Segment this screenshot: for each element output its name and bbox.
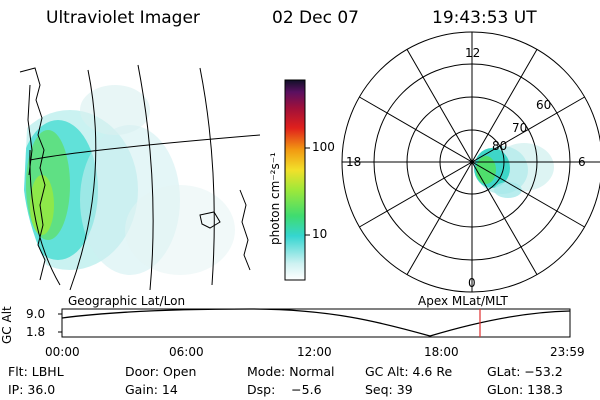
ip-field: IP: 36.0 [8, 382, 56, 397]
time-tick-0000: 00:00 [45, 345, 80, 359]
alt-tick-low: 1.8 [26, 325, 46, 339]
apex-panel-label: Apex MLat/MLT [418, 294, 508, 308]
gain-field: Gain: 14 [125, 382, 178, 397]
lat-label-60: 60 [536, 98, 552, 112]
lat-label-80: 80 [492, 139, 508, 153]
mlt-label-18: 18 [346, 155, 362, 169]
time-tick-1200: 12:00 [297, 345, 332, 359]
mode-field: Mode: Normal [247, 364, 335, 379]
glon-field: GLon: 138.3 [487, 382, 563, 397]
mlt-label-6: 6 [578, 155, 586, 169]
gc-alt-field: GC Alt: 4.6 Re [365, 364, 453, 379]
alt-tick-high: 9.0 [26, 307, 46, 321]
instrument-title: Ultraviolet Imager [46, 8, 200, 28]
geographic-panel-label: Geographic Lat/Lon [68, 294, 186, 308]
time-tick-0600: 06:00 [169, 345, 204, 359]
colorbar-tick-100: 100 [312, 140, 335, 154]
mlt-label-0: 0 [468, 276, 476, 290]
colorbar-tick-10: 10 [312, 227, 328, 241]
glat-field: GLat: −53.2 [487, 364, 563, 379]
time-label: 19:43:53 UT [432, 8, 537, 28]
gc-alt-axis-label: GC Alt [0, 306, 14, 344]
time-tick-2359: 23:59 [550, 345, 585, 359]
door-field: Door: Open [125, 364, 197, 379]
date-label: 02 Dec 07 [272, 8, 359, 28]
flt-field: Flt: LBHL [8, 364, 64, 379]
seq-field: Seq: 39 [365, 382, 413, 397]
time-tick-1800: 18:00 [424, 345, 459, 359]
lat-label-70: 70 [512, 121, 528, 135]
dsp-field: Dsp: −5.6 [247, 382, 322, 397]
mlt-label-12: 12 [465, 46, 481, 60]
